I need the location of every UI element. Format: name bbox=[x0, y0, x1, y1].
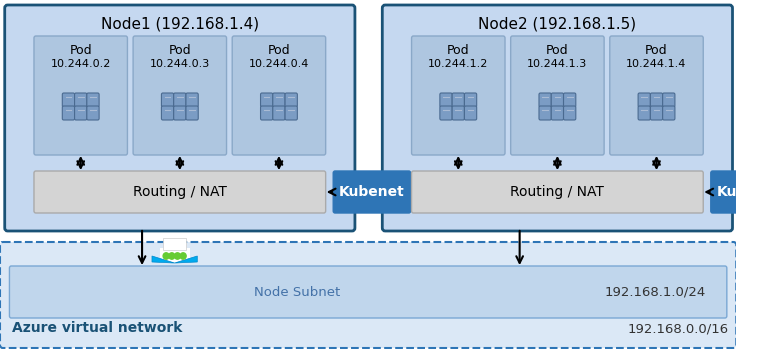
FancyBboxPatch shape bbox=[186, 93, 198, 107]
FancyBboxPatch shape bbox=[62, 106, 75, 120]
FancyBboxPatch shape bbox=[163, 238, 186, 250]
Polygon shape bbox=[152, 256, 175, 263]
Text: Kubenet: Kubenet bbox=[717, 185, 780, 199]
FancyBboxPatch shape bbox=[273, 106, 285, 120]
FancyBboxPatch shape bbox=[382, 5, 732, 231]
Text: 10.244.0.3: 10.244.0.3 bbox=[150, 59, 210, 69]
Text: 10.244.1.2: 10.244.1.2 bbox=[428, 59, 488, 69]
FancyBboxPatch shape bbox=[261, 93, 273, 107]
FancyBboxPatch shape bbox=[563, 93, 576, 107]
FancyBboxPatch shape bbox=[285, 106, 297, 120]
Circle shape bbox=[168, 253, 175, 259]
FancyBboxPatch shape bbox=[663, 93, 675, 107]
Text: Pod: Pod bbox=[268, 44, 290, 57]
FancyBboxPatch shape bbox=[161, 93, 174, 107]
FancyBboxPatch shape bbox=[87, 93, 99, 107]
FancyBboxPatch shape bbox=[333, 171, 410, 213]
FancyBboxPatch shape bbox=[638, 93, 651, 107]
FancyBboxPatch shape bbox=[186, 106, 198, 120]
FancyBboxPatch shape bbox=[62, 93, 75, 107]
FancyBboxPatch shape bbox=[511, 36, 604, 155]
FancyBboxPatch shape bbox=[75, 106, 87, 120]
FancyBboxPatch shape bbox=[87, 106, 99, 120]
FancyBboxPatch shape bbox=[563, 106, 576, 120]
FancyBboxPatch shape bbox=[174, 106, 186, 120]
FancyBboxPatch shape bbox=[539, 106, 551, 120]
FancyBboxPatch shape bbox=[663, 106, 675, 120]
Text: 10.244.1.4: 10.244.1.4 bbox=[626, 59, 686, 69]
FancyBboxPatch shape bbox=[440, 93, 452, 107]
Text: 192.168.1.0/24: 192.168.1.0/24 bbox=[604, 285, 706, 298]
FancyBboxPatch shape bbox=[452, 106, 464, 120]
FancyBboxPatch shape bbox=[638, 106, 651, 120]
Text: 10.244.1.3: 10.244.1.3 bbox=[527, 59, 587, 69]
Text: Pod: Pod bbox=[447, 44, 470, 57]
FancyBboxPatch shape bbox=[9, 266, 727, 318]
Text: Azure virtual network: Azure virtual network bbox=[12, 321, 183, 335]
Text: 192.168.0.0/16: 192.168.0.0/16 bbox=[628, 322, 729, 335]
FancyBboxPatch shape bbox=[464, 93, 477, 107]
FancyBboxPatch shape bbox=[539, 93, 551, 107]
Circle shape bbox=[163, 253, 169, 259]
FancyBboxPatch shape bbox=[711, 171, 780, 213]
FancyBboxPatch shape bbox=[464, 106, 477, 120]
Circle shape bbox=[175, 253, 180, 259]
Text: Pod: Pod bbox=[546, 44, 569, 57]
Text: 10.244.0.2: 10.244.0.2 bbox=[51, 59, 111, 69]
FancyBboxPatch shape bbox=[651, 93, 663, 107]
FancyBboxPatch shape bbox=[160, 248, 190, 263]
FancyBboxPatch shape bbox=[551, 106, 563, 120]
FancyBboxPatch shape bbox=[273, 93, 285, 107]
FancyBboxPatch shape bbox=[34, 171, 326, 213]
FancyBboxPatch shape bbox=[551, 93, 563, 107]
FancyBboxPatch shape bbox=[452, 93, 464, 107]
FancyBboxPatch shape bbox=[412, 36, 505, 155]
FancyBboxPatch shape bbox=[0, 242, 736, 348]
FancyBboxPatch shape bbox=[261, 106, 273, 120]
Text: Pod: Pod bbox=[645, 44, 668, 57]
FancyBboxPatch shape bbox=[174, 93, 186, 107]
FancyBboxPatch shape bbox=[5, 5, 355, 231]
Text: Routing / NAT: Routing / NAT bbox=[133, 185, 227, 199]
Text: Node Subnet: Node Subnet bbox=[254, 285, 340, 298]
Text: Pod: Pod bbox=[69, 44, 92, 57]
FancyBboxPatch shape bbox=[610, 36, 704, 155]
FancyBboxPatch shape bbox=[285, 93, 297, 107]
FancyBboxPatch shape bbox=[232, 36, 326, 155]
FancyBboxPatch shape bbox=[651, 106, 663, 120]
FancyBboxPatch shape bbox=[412, 171, 704, 213]
Text: Pod: Pod bbox=[168, 44, 191, 57]
Text: Routing / NAT: Routing / NAT bbox=[510, 185, 604, 199]
FancyBboxPatch shape bbox=[440, 106, 452, 120]
Polygon shape bbox=[175, 256, 197, 263]
Text: Kubenet: Kubenet bbox=[339, 185, 405, 199]
FancyBboxPatch shape bbox=[161, 106, 174, 120]
Circle shape bbox=[180, 253, 186, 259]
Text: Node2 (192.168.1.5): Node2 (192.168.1.5) bbox=[478, 16, 636, 31]
Text: 10.244.0.4: 10.244.0.4 bbox=[249, 59, 309, 69]
FancyBboxPatch shape bbox=[133, 36, 226, 155]
FancyBboxPatch shape bbox=[34, 36, 127, 155]
FancyBboxPatch shape bbox=[75, 93, 87, 107]
Text: Node1 (192.168.1.4): Node1 (192.168.1.4) bbox=[101, 16, 259, 31]
